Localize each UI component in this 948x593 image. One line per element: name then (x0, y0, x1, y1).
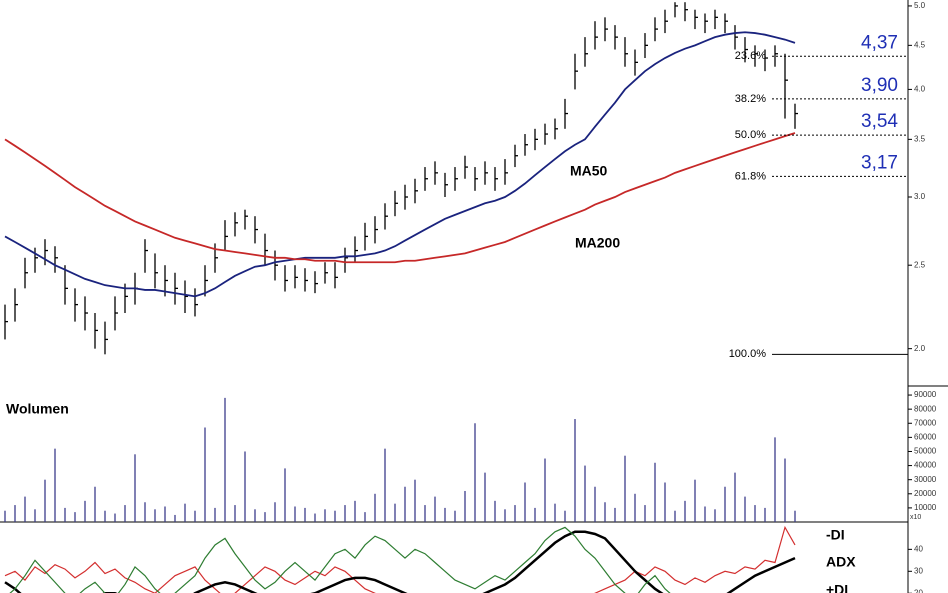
y-tick-label: 3.5 (914, 134, 926, 143)
y-tick-label: 2.5 (914, 260, 926, 269)
y-tick-label: 40000 (914, 461, 937, 470)
indicator-line (9, 526, 671, 593)
y-tick-label: 30000 (914, 475, 937, 484)
y-tick-label: 60000 (914, 432, 937, 441)
fib-label: 50.0% (735, 129, 766, 141)
y-tick-label: 50000 (914, 447, 937, 456)
y-tick-label: 20000 (914, 489, 937, 498)
indicator-line (4, 530, 796, 593)
legend-label: -DI (826, 527, 845, 543)
fib-value-label: 3,90 (861, 75, 898, 96)
y-tick-label: 10000 (914, 503, 937, 512)
moving-average-line (4, 132, 796, 264)
y-tick-label: 20 (914, 588, 923, 593)
fib-label: 38.2% (735, 93, 766, 105)
y-tick-label: 4.0 (914, 85, 926, 94)
scale-label: x10 (910, 514, 921, 521)
y-tick-label: 5.0 (914, 1, 926, 10)
fib-label: 100.0% (729, 348, 767, 360)
series-label: MA200 (575, 235, 620, 251)
fib-value-label: 3,54 (861, 111, 898, 132)
y-tick-label: 70000 (914, 418, 937, 427)
indicator-panel (4, 525, 796, 593)
y-tick-label: 30 (914, 566, 923, 575)
fib-label: 0.0% (741, 0, 766, 3)
y-tick-label: 90000 (914, 390, 937, 399)
fib-value-label: 3,17 (861, 152, 898, 173)
fib-label: 61.8% (735, 170, 766, 182)
y-tick-label: 80000 (914, 404, 937, 413)
y-tick-label: 2.0 (914, 344, 926, 353)
legend-label: +DI (826, 582, 848, 593)
moving-average-line (4, 31, 796, 298)
panel-title: Wolumen (6, 401, 69, 417)
y-tick-label: 3.0 (914, 192, 926, 201)
legend-label: ADX (826, 554, 856, 570)
y-tick-label: 4.5 (914, 40, 926, 49)
price-panel (4, 2, 798, 355)
y-tick-label: 40 (914, 544, 923, 553)
indicator-line (4, 525, 796, 593)
fib-value-label: 4,37 (861, 32, 898, 53)
fib-label: 23.6% (735, 50, 766, 62)
series-label: MA50 (570, 163, 608, 179)
